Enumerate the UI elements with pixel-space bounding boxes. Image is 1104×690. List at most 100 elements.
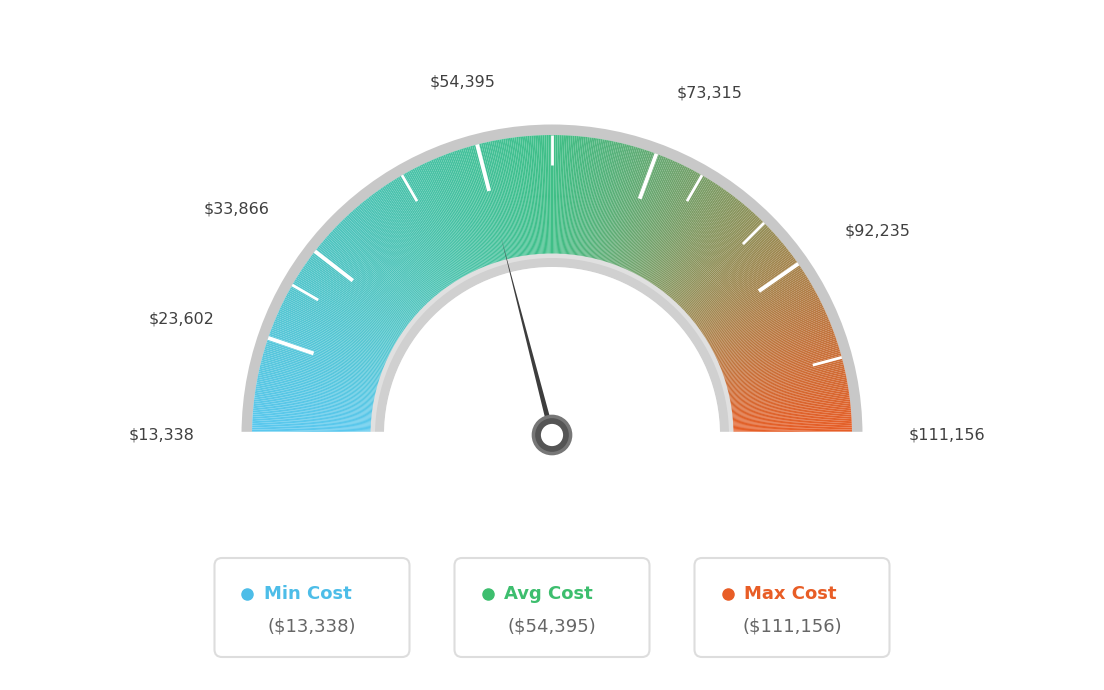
Wedge shape	[718, 319, 829, 366]
Wedge shape	[613, 152, 656, 266]
Wedge shape	[630, 165, 684, 274]
Wedge shape	[254, 395, 373, 413]
Wedge shape	[660, 196, 734, 292]
Wedge shape	[699, 260, 797, 331]
Wedge shape	[391, 181, 457, 283]
Wedge shape	[511, 137, 529, 257]
Wedge shape	[623, 159, 671, 270]
Wedge shape	[614, 153, 657, 266]
Wedge shape	[479, 144, 509, 260]
Wedge shape	[607, 150, 647, 264]
Wedge shape	[667, 204, 745, 297]
Wedge shape	[453, 152, 493, 265]
Wedge shape	[704, 276, 807, 340]
Wedge shape	[297, 276, 400, 340]
Wedge shape	[715, 307, 825, 359]
Wedge shape	[659, 195, 733, 291]
Wedge shape	[448, 152, 491, 266]
Wedge shape	[396, 178, 459, 282]
Wedge shape	[526, 136, 538, 256]
Wedge shape	[284, 299, 392, 354]
Wedge shape	[432, 159, 480, 270]
Wedge shape	[263, 353, 379, 387]
Wedge shape	[258, 371, 376, 398]
Wedge shape	[361, 203, 438, 296]
Wedge shape	[604, 148, 641, 263]
Wedge shape	[382, 187, 450, 287]
Wedge shape	[661, 197, 736, 293]
Wedge shape	[731, 397, 850, 413]
Wedge shape	[612, 152, 654, 266]
Wedge shape	[444, 155, 488, 267]
Wedge shape	[266, 342, 381, 380]
Wedge shape	[681, 227, 769, 311]
Wedge shape	[537, 135, 544, 255]
Wedge shape	[518, 137, 533, 256]
Wedge shape	[306, 262, 405, 332]
Wedge shape	[725, 353, 841, 387]
Wedge shape	[279, 309, 389, 360]
Text: ($111,156): ($111,156)	[742, 618, 842, 636]
Wedge shape	[530, 136, 540, 255]
Wedge shape	[597, 144, 628, 261]
Wedge shape	[379, 189, 449, 288]
Text: $54,395: $54,395	[429, 75, 496, 89]
Text: $111,156: $111,156	[909, 428, 986, 442]
Wedge shape	[256, 386, 374, 407]
Wedge shape	[492, 141, 517, 259]
Wedge shape	[572, 137, 587, 256]
Wedge shape	[677, 219, 762, 306]
Wedge shape	[721, 330, 834, 373]
Wedge shape	[723, 340, 837, 380]
Wedge shape	[553, 135, 555, 255]
Wedge shape	[520, 137, 534, 256]
Wedge shape	[708, 286, 813, 346]
Wedge shape	[605, 148, 643, 264]
Wedge shape	[259, 368, 376, 396]
Wedge shape	[438, 157, 485, 268]
Wedge shape	[357, 206, 436, 299]
Wedge shape	[555, 135, 560, 255]
Wedge shape	[567, 136, 581, 256]
Wedge shape	[732, 426, 852, 431]
Wedge shape	[697, 255, 794, 328]
Wedge shape	[710, 290, 816, 349]
Wedge shape	[312, 253, 410, 326]
Wedge shape	[400, 176, 461, 280]
Wedge shape	[298, 274, 400, 339]
Wedge shape	[523, 136, 537, 256]
Wedge shape	[439, 156, 486, 268]
Wedge shape	[665, 201, 742, 295]
Wedge shape	[255, 388, 374, 408]
Wedge shape	[636, 170, 693, 276]
Wedge shape	[499, 139, 521, 258]
Wedge shape	[591, 142, 617, 259]
Wedge shape	[643, 176, 704, 280]
Wedge shape	[332, 230, 421, 313]
Wedge shape	[509, 138, 528, 257]
Wedge shape	[725, 355, 841, 388]
Wedge shape	[573, 137, 590, 257]
Wedge shape	[268, 337, 382, 377]
Wedge shape	[254, 397, 373, 413]
Wedge shape	[729, 375, 847, 400]
Wedge shape	[277, 313, 388, 362]
Wedge shape	[255, 390, 374, 409]
Wedge shape	[420, 165, 474, 274]
Wedge shape	[577, 138, 597, 257]
Wedge shape	[253, 418, 372, 426]
Wedge shape	[730, 392, 849, 410]
Wedge shape	[732, 431, 852, 434]
Wedge shape	[731, 395, 850, 413]
Wedge shape	[287, 292, 394, 351]
Wedge shape	[282, 304, 390, 357]
Wedge shape	[595, 144, 625, 260]
Wedge shape	[299, 273, 401, 339]
Circle shape	[541, 424, 563, 446]
Wedge shape	[285, 297, 392, 353]
Wedge shape	[616, 155, 660, 267]
Wedge shape	[561, 135, 569, 255]
Wedge shape	[722, 339, 837, 378]
Wedge shape	[336, 226, 423, 310]
Text: ($13,338): ($13,338)	[268, 618, 357, 636]
